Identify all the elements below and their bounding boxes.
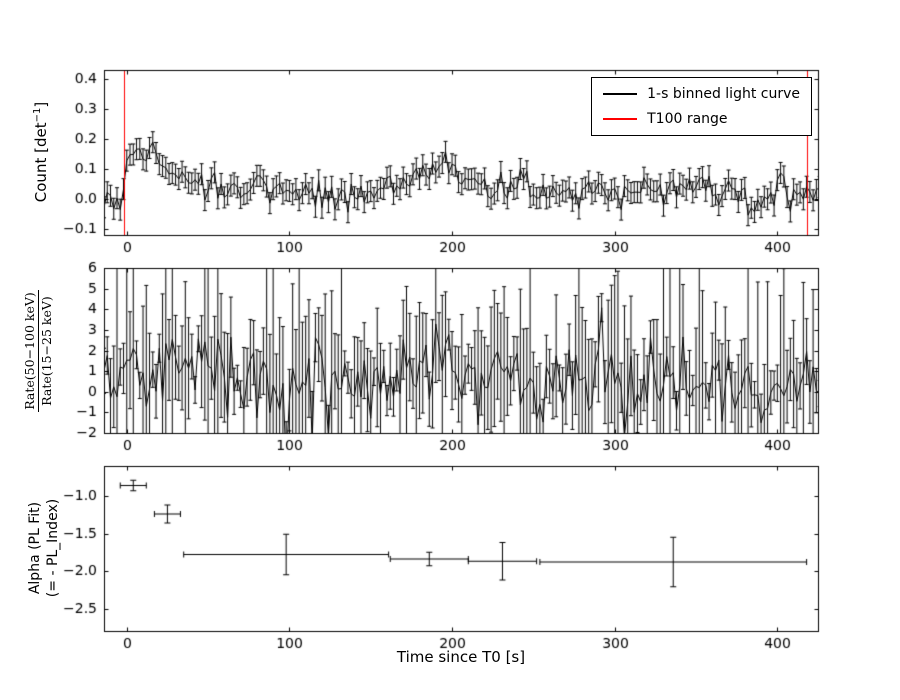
panel3-y-axis-label: Alpha (PL Fit) (= - PL_Index) <box>26 473 62 623</box>
alpha-label-line2: (= - PL_Index) <box>45 498 61 598</box>
legend: 1-s binned light curve T100 range <box>591 77 812 136</box>
x-axis-label: Time since T0 [s] <box>396 648 526 666</box>
legend-label-light-curve: 1-s binned light curve <box>647 86 800 102</box>
legend-item-t100-range: T100 range <box>603 111 800 127</box>
alpha-label-line1: Alpha (PL Fit) <box>27 501 43 595</box>
t100-line-sample <box>603 118 638 120</box>
legend-label-t100: T100 range <box>647 111 728 127</box>
ylabel-text-end: ] <box>32 101 50 108</box>
legend-item-light-curve: 1-s binned light curve <box>603 86 800 102</box>
panel2-y-axis-label: Rate(50−100 keV) Rate(15−25 keV) <box>19 281 57 421</box>
ylabel-text: Count [det <box>32 122 50 203</box>
panel1-y-axis-label: Count [det−1] <box>32 52 52 252</box>
light-curve-line-sample <box>603 93 638 95</box>
ylabel-superscript: −1 <box>32 107 43 123</box>
fraction-numerator: Rate(50−100 keV) <box>21 290 39 412</box>
fraction-denominator: Rate(15−25 keV) <box>38 296 54 406</box>
rate-ratio-fraction: Rate(50−100 keV) Rate(15−25 keV) <box>21 290 55 412</box>
